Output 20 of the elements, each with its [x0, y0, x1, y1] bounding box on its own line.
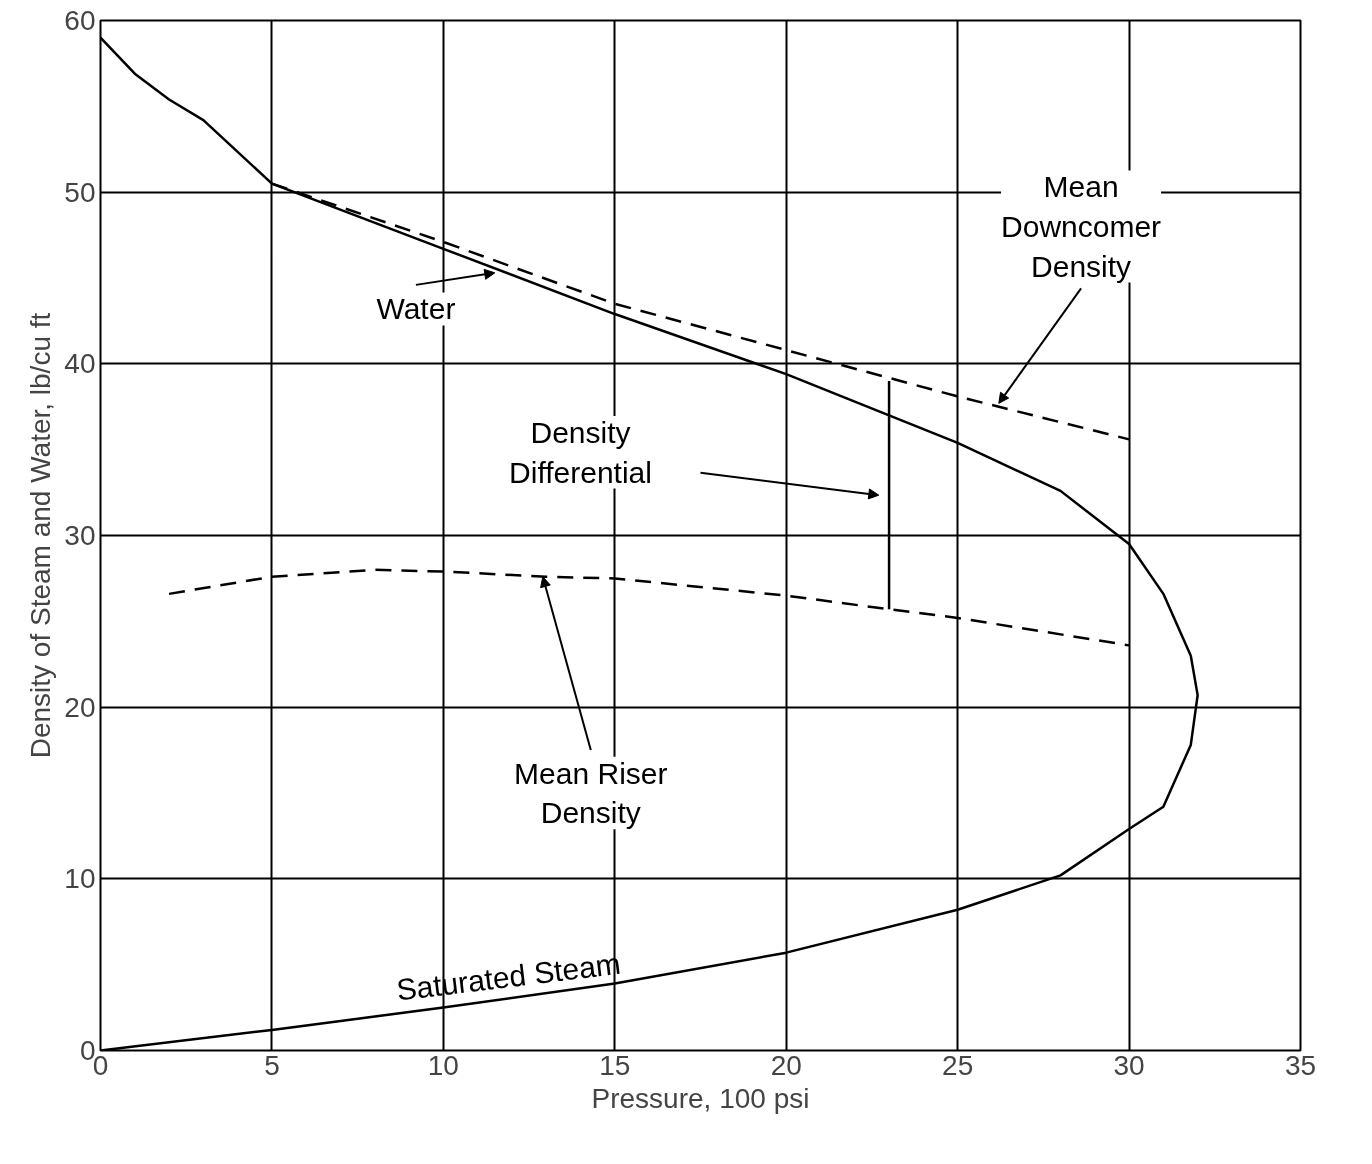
- annotation: Mean Downcomer Density: [1001, 170, 1162, 283]
- x-tick-label: 5: [264, 1049, 280, 1081]
- y-tick-label: 60: [64, 5, 96, 36]
- annotation: Mean Riser Density: [514, 756, 668, 830]
- y-tick-label: 40: [64, 348, 96, 380]
- y-tick-label: 20: [64, 691, 96, 723]
- y-axis-title: Density of Steam and Water, lb/cu ft: [25, 312, 57, 759]
- annotation: Saturated Steam: [394, 946, 623, 1007]
- x-tick-label: 20: [770, 1049, 802, 1081]
- x-tick-label: 30: [1113, 1049, 1145, 1081]
- x-tick-label: 10: [427, 1049, 459, 1081]
- y-tick-label: 50: [64, 176, 96, 208]
- annotation: Density Differential: [509, 415, 652, 489]
- y-tick-label: 30: [64, 520, 96, 551]
- y-tick-label: 10: [64, 863, 96, 895]
- x-axis-title: Pressure, 100 psi: [591, 1082, 810, 1114]
- x-tick-label: 25: [942, 1049, 974, 1081]
- x-tick-label: 35: [1284, 1049, 1317, 1081]
- annotation: Water: [376, 292, 456, 326]
- x-tick-label: 15: [599, 1049, 631, 1081]
